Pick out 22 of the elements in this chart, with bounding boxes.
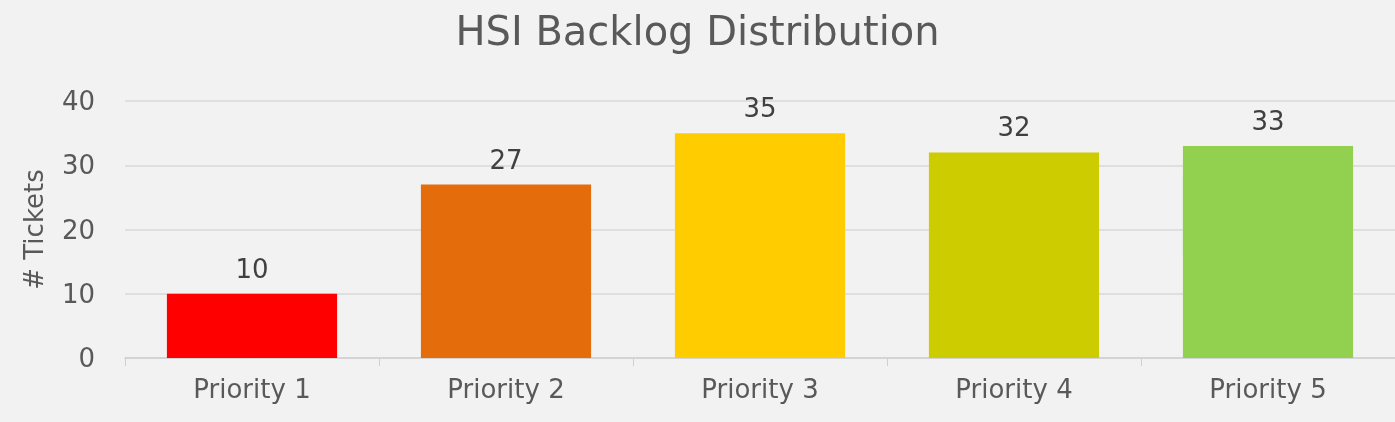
x-tick-label: Priority 4: [955, 374, 1073, 404]
y-tick-label: 10: [61, 278, 95, 309]
data-label: 27: [489, 144, 523, 175]
bar: [420, 184, 592, 358]
y-tick-label: 30: [61, 150, 95, 181]
x-tick-label: Priority 3: [701, 374, 819, 404]
bar: [674, 133, 846, 358]
x-tick-label: Priority 1: [193, 374, 311, 404]
bar: [1182, 145, 1354, 358]
y-tick-label: 40: [61, 86, 95, 116]
y-tick-label: 0: [78, 343, 95, 373]
data-label: 35: [743, 93, 777, 124]
x-tick-label: Priority 2: [447, 374, 565, 404]
y-tick-label: 20: [61, 214, 95, 245]
data-label: 32: [997, 112, 1031, 143]
data-label: 33: [1251, 105, 1285, 136]
y-axis-title: # Tickets: [19, 169, 49, 290]
x-tick-label: Priority 5: [1209, 374, 1327, 404]
data-label: 10: [235, 253, 269, 284]
bar: [928, 152, 1100, 358]
chart-title: HSI Backlog Distribution: [455, 8, 940, 54]
bar: [166, 293, 338, 358]
